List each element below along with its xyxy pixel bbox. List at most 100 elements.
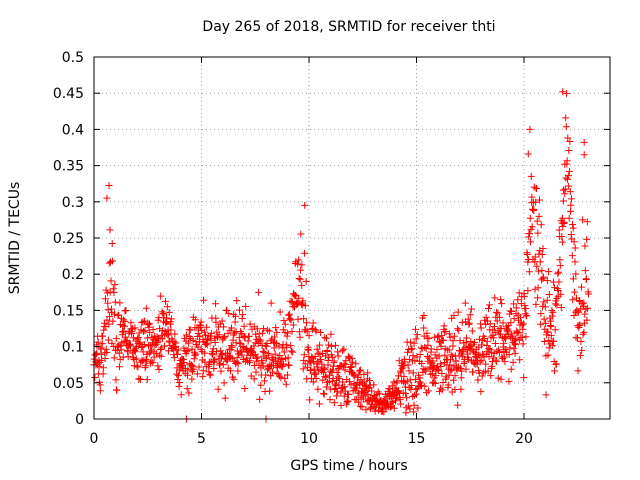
data-point bbox=[577, 337, 585, 345]
data-point bbox=[311, 326, 319, 334]
data-point bbox=[415, 378, 423, 386]
y-tick-label: 0.15 bbox=[53, 303, 84, 319]
data-point bbox=[438, 369, 446, 377]
data-point bbox=[234, 360, 242, 368]
data-point bbox=[186, 326, 194, 334]
data-point bbox=[267, 299, 275, 307]
data-point bbox=[328, 342, 336, 350]
data-point bbox=[421, 382, 429, 390]
data-point bbox=[533, 184, 541, 192]
x-tick-label: 15 bbox=[408, 431, 426, 447]
data-point bbox=[206, 370, 214, 378]
data-point bbox=[468, 327, 476, 335]
data-point bbox=[551, 284, 559, 292]
data-point bbox=[283, 343, 291, 351]
data-point bbox=[175, 382, 183, 390]
data-point bbox=[250, 342, 258, 350]
data-point bbox=[331, 341, 339, 349]
data-point bbox=[178, 355, 186, 363]
data-point bbox=[559, 223, 567, 231]
data-point bbox=[309, 319, 317, 327]
data-point bbox=[312, 374, 320, 382]
data-point bbox=[287, 342, 295, 350]
data-point bbox=[265, 351, 273, 359]
data-point bbox=[102, 286, 110, 294]
data-point bbox=[392, 394, 400, 402]
data-point bbox=[104, 336, 112, 344]
data-point bbox=[98, 340, 106, 348]
data-point bbox=[544, 351, 552, 359]
data-point bbox=[569, 220, 577, 228]
data-point bbox=[545, 344, 553, 352]
data-point bbox=[115, 363, 123, 371]
data-point bbox=[570, 238, 578, 246]
data-point bbox=[311, 352, 319, 360]
data-point bbox=[259, 362, 267, 370]
data-point bbox=[296, 333, 304, 341]
data-point bbox=[564, 175, 572, 183]
data-point bbox=[390, 378, 398, 386]
data-point bbox=[141, 327, 149, 335]
data-point bbox=[288, 328, 296, 336]
data-point bbox=[568, 195, 576, 203]
data-point bbox=[431, 351, 439, 359]
data-point bbox=[167, 318, 175, 326]
data-point bbox=[358, 403, 366, 411]
data-point bbox=[509, 358, 517, 366]
data-point bbox=[577, 283, 585, 291]
data-point bbox=[129, 354, 137, 362]
data-point bbox=[115, 311, 123, 319]
data-point bbox=[507, 319, 515, 327]
data-point bbox=[158, 335, 166, 343]
data-point bbox=[211, 356, 219, 364]
data-point bbox=[145, 320, 153, 328]
data-point bbox=[537, 320, 545, 328]
data-point bbox=[288, 297, 296, 305]
data-point bbox=[155, 366, 163, 374]
data-point bbox=[449, 376, 457, 384]
data-point bbox=[220, 379, 228, 387]
data-point bbox=[430, 378, 438, 386]
data-point bbox=[236, 306, 244, 314]
data-point bbox=[298, 281, 306, 289]
data-point bbox=[371, 407, 379, 415]
data-point bbox=[542, 319, 550, 327]
data-point bbox=[133, 362, 141, 370]
data-point bbox=[346, 378, 354, 386]
data-point bbox=[185, 389, 193, 397]
data-point bbox=[203, 323, 211, 331]
data-point bbox=[581, 242, 589, 250]
data-point bbox=[303, 327, 311, 335]
data-point bbox=[335, 375, 343, 383]
data-point bbox=[214, 385, 222, 393]
data-point bbox=[260, 377, 268, 385]
data-point bbox=[300, 315, 308, 323]
data-point bbox=[409, 393, 417, 401]
data-point bbox=[110, 310, 118, 318]
data-point bbox=[399, 363, 407, 371]
data-point bbox=[410, 408, 418, 416]
data-point bbox=[165, 308, 173, 316]
data-point bbox=[188, 345, 196, 353]
data-point bbox=[284, 361, 292, 369]
data-point bbox=[555, 278, 563, 286]
data-point bbox=[218, 351, 226, 359]
data-point bbox=[445, 371, 453, 379]
data-point bbox=[196, 332, 204, 340]
data-point bbox=[387, 403, 395, 411]
data-point bbox=[149, 326, 157, 334]
data-point bbox=[516, 313, 524, 321]
data-point bbox=[217, 367, 225, 375]
data-point bbox=[236, 347, 244, 355]
data-point bbox=[227, 341, 235, 349]
data-point bbox=[555, 268, 563, 276]
data-point bbox=[485, 301, 493, 309]
data-point bbox=[507, 308, 515, 316]
data-point bbox=[215, 331, 223, 339]
data-point bbox=[254, 353, 262, 361]
data-point bbox=[362, 406, 370, 414]
data-point bbox=[149, 359, 157, 367]
data-point bbox=[179, 356, 187, 364]
data-point bbox=[94, 338, 102, 346]
data-point bbox=[501, 358, 509, 366]
